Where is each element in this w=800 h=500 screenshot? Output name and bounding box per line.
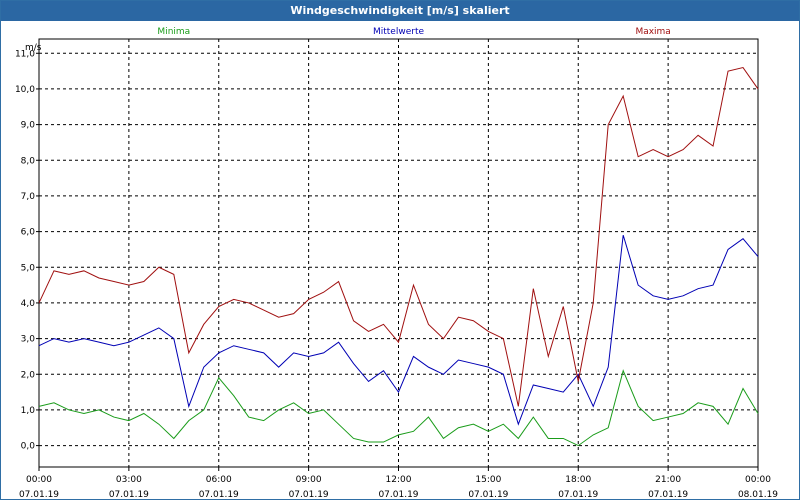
series-line-minima bbox=[38, 369, 759, 447]
x-tick-date-label: 07.01.19 bbox=[19, 490, 59, 499]
series-line-mittelwerte bbox=[38, 235, 759, 426]
x-tick-time-label: 18:00 bbox=[565, 475, 591, 485]
x-tick-date-label: 07.01.19 bbox=[648, 490, 688, 499]
y-tick-label: 6,0 bbox=[21, 228, 36, 238]
x-tick-date-label: 08.01.19 bbox=[738, 490, 778, 499]
y-tick-label: 10,0 bbox=[15, 85, 35, 95]
x-tick-date-label: 07.01.19 bbox=[289, 490, 329, 499]
x-tick-time-label: 15:00 bbox=[475, 475, 501, 485]
y-tick-label: 0,0 bbox=[21, 442, 36, 452]
legend-minima: Minima bbox=[157, 27, 190, 37]
x-tick-date-label: 07.01.19 bbox=[468, 490, 508, 499]
grid-layer bbox=[39, 39, 758, 467]
y-tick-label: 2,0 bbox=[21, 370, 36, 380]
x-tick-date-label: 07.01.19 bbox=[109, 490, 149, 499]
y-tick-label: 4,0 bbox=[21, 299, 36, 309]
legend-layer: Minima Mittelwerte Maxima bbox=[157, 27, 670, 37]
y-tick-label: 3,0 bbox=[21, 335, 36, 345]
x-tick-time-label: 03:00 bbox=[116, 475, 142, 485]
y-tick-label: 8,0 bbox=[21, 156, 36, 166]
y-tick-label: 1,0 bbox=[21, 406, 36, 416]
y-tick-label: 11,0 bbox=[15, 49, 35, 59]
x-tick-date-label: 07.01.19 bbox=[378, 490, 418, 499]
legend-maxima: Maxima bbox=[635, 27, 670, 37]
y-tick-label: 5,0 bbox=[21, 263, 36, 273]
legend-mittelwerte: Mittelwerte bbox=[373, 27, 424, 37]
x-tick-time-label: 21:00 bbox=[655, 475, 681, 485]
series-line-maxima bbox=[38, 66, 759, 407]
x-tick-time-label: 12:00 bbox=[386, 475, 412, 485]
x-tick-time-label: 09:00 bbox=[296, 475, 322, 485]
x-tick-date-label: 07.01.19 bbox=[558, 490, 598, 499]
y-tick-label: 7,0 bbox=[21, 192, 36, 202]
plot-area bbox=[38, 38, 759, 468]
y-tick-label: 9,0 bbox=[21, 121, 36, 131]
y-axis-unit-label: m/s bbox=[25, 43, 42, 53]
x-tick-time-label: 06:00 bbox=[206, 475, 232, 485]
series-layer bbox=[38, 66, 759, 447]
x-tick-time-label: 00:00 bbox=[745, 475, 771, 485]
x-tick-time-label: 00:00 bbox=[26, 475, 52, 485]
wind-speed-chart: Minima Mittelwerte Maxima m/s 0,0 1,0 2,0 3,0… bbox=[15, 27, 778, 499]
x-tick-date-label: 07.01.19 bbox=[199, 490, 239, 499]
axis-layer: m/s 0,0 1,0 2,0 3,0 4,0 5,0 6,0 7,0 8,0 9,0 10,0 11… bbox=[15, 43, 778, 499]
window-title: Windgeschwindigkeit [m/s] skaliert bbox=[1, 1, 799, 21]
